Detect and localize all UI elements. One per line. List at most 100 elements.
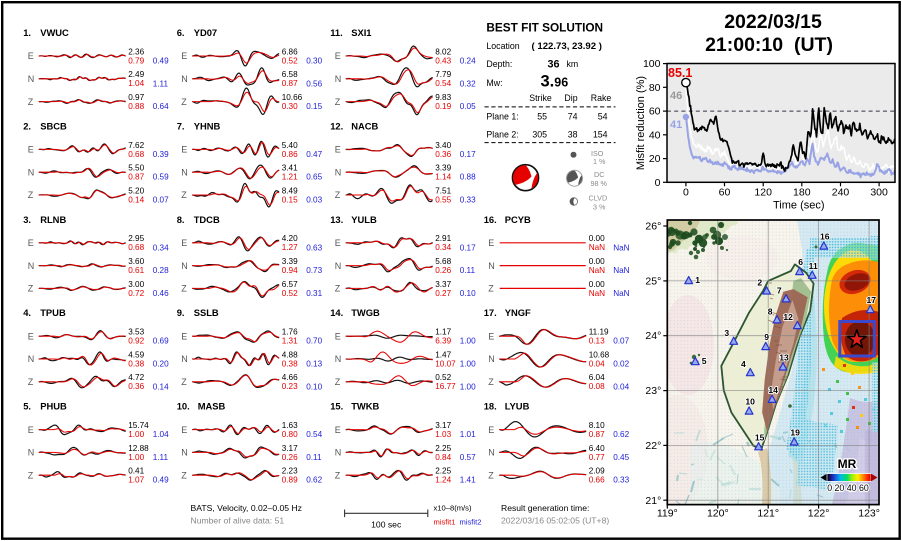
svg-text:0.73: 0.73 (306, 266, 322, 275)
svg-text:1.11: 1.11 (153, 453, 169, 462)
svg-text:98 %: 98 % (591, 179, 608, 188)
svg-text:3: 3 (724, 328, 729, 338)
svg-text:15.: 15. (330, 401, 343, 412)
svg-text:NaN: NaN (589, 289, 605, 298)
svg-text:3.17: 3.17 (435, 421, 451, 430)
svg-text:13: 13 (779, 353, 789, 363)
svg-text:CLVD: CLVD (589, 194, 608, 203)
svg-text:0.19: 0.19 (435, 102, 451, 111)
svg-text:Z: Z (181, 190, 187, 200)
svg-text:0.04: 0.04 (589, 359, 605, 368)
svg-text:8.02: 8.02 (435, 47, 451, 56)
svg-text:20: 20 (649, 153, 661, 165)
svg-text:5.40: 5.40 (282, 141, 298, 150)
svg-text:MASB: MASB (198, 401, 226, 412)
svg-text:0.34: 0.34 (153, 243, 169, 252)
svg-text:3.37: 3.37 (435, 280, 451, 289)
svg-text:Plane 2:: Plane 2: (486, 130, 518, 140)
svg-text:26°: 26° (645, 221, 661, 233)
svg-text:0.80: 0.80 (282, 430, 298, 439)
svg-text:14.: 14. (330, 307, 343, 318)
svg-text:60: 60 (719, 187, 731, 199)
svg-text:5: 5 (702, 356, 707, 366)
svg-text:0.26: 0.26 (435, 266, 451, 275)
svg-text:54: 54 (598, 112, 608, 122)
svg-text:17: 17 (867, 295, 877, 305)
svg-text:25°: 25° (645, 275, 661, 287)
svg-text:Z: Z (181, 377, 187, 387)
svg-text:YHNB: YHNB (194, 120, 221, 131)
svg-text:NACB: NACB (351, 120, 378, 131)
svg-text:21°: 21° (645, 495, 661, 507)
svg-text:3.40: 3.40 (435, 141, 451, 150)
svg-text:10.: 10. (177, 401, 190, 412)
svg-text:5.50: 5.50 (128, 164, 144, 173)
svg-text:0.14: 0.14 (128, 195, 144, 204)
svg-text:2.25: 2.25 (435, 444, 451, 453)
svg-text:12.88: 12.88 (128, 444, 149, 453)
svg-text:120°: 120° (707, 508, 729, 520)
svg-text:9.83: 9.83 (435, 93, 451, 102)
svg-text:0.56: 0.56 (306, 79, 322, 88)
svg-text:0.32: 0.32 (460, 79, 476, 88)
svg-text:85.1: 85.1 (668, 66, 692, 80)
svg-text:0.59: 0.59 (153, 173, 169, 182)
svg-text:N: N (488, 261, 495, 271)
svg-text:121°: 121° (757, 508, 779, 520)
svg-text:E: E (488, 238, 494, 248)
svg-text:100: 100 (643, 58, 661, 70)
svg-text:18.: 18. (484, 401, 497, 412)
svg-text:3 %: 3 % (593, 203, 606, 212)
svg-text:0.54: 0.54 (306, 430, 322, 439)
svg-text:0.15: 0.15 (282, 195, 298, 204)
svg-text:0.63: 0.63 (306, 243, 322, 252)
svg-text:0.15: 0.15 (306, 102, 322, 111)
svg-text:0.47: 0.47 (306, 150, 322, 159)
svg-text:0.24: 0.24 (460, 57, 476, 66)
svg-text:119°: 119° (657, 508, 678, 520)
svg-text:5.68: 5.68 (435, 257, 451, 266)
svg-text:Strike: Strike (529, 93, 552, 103)
svg-text:NaN: NaN (613, 243, 629, 252)
svg-text:0.52: 0.52 (282, 289, 298, 298)
svg-text:RLNB: RLNB (40, 214, 66, 225)
svg-text:1.21: 1.21 (282, 173, 298, 182)
svg-text:3.39: 3.39 (282, 257, 298, 266)
svg-text:0.08: 0.08 (589, 382, 605, 391)
svg-text:0.92: 0.92 (128, 337, 144, 346)
svg-text:1.04: 1.04 (128, 79, 144, 88)
svg-text:Z: Z (488, 284, 494, 294)
svg-text:0.17: 0.17 (460, 243, 476, 252)
svg-text:120: 120 (754, 187, 772, 199)
svg-text:N: N (488, 448, 495, 458)
svg-text:300: 300 (870, 187, 888, 199)
svg-text:0.07: 0.07 (613, 337, 629, 346)
svg-text:1.47: 1.47 (435, 350, 451, 359)
svg-text:0.52: 0.52 (435, 373, 451, 382)
svg-text:10.66: 10.66 (282, 93, 303, 102)
svg-text:N: N (28, 261, 35, 271)
svg-text:0.30: 0.30 (306, 57, 322, 66)
svg-text:36: 36 (547, 59, 559, 71)
svg-text:0.31: 0.31 (306, 289, 322, 298)
svg-text:N: N (181, 167, 188, 177)
svg-text:0.07: 0.07 (153, 196, 169, 205)
svg-text:0.30: 0.30 (282, 102, 298, 111)
svg-text:4: 4 (741, 359, 746, 369)
svg-text:0.03: 0.03 (306, 196, 322, 205)
svg-text:55: 55 (537, 112, 547, 122)
svg-text:1.41: 1.41 (460, 476, 476, 485)
svg-text:6.40: 6.40 (589, 444, 605, 453)
svg-text:13.: 13. (330, 214, 343, 225)
svg-text:0.05: 0.05 (460, 102, 476, 111)
svg-text:8.: 8. (177, 214, 185, 225)
svg-text:1: 1 (695, 275, 700, 285)
svg-text:0.87: 0.87 (282, 79, 298, 88)
svg-text:N: N (335, 167, 342, 177)
svg-text:0.39: 0.39 (153, 150, 169, 159)
svg-text:6.58: 6.58 (282, 70, 298, 79)
svg-text:1.: 1. (23, 27, 31, 38)
svg-text:0.64: 0.64 (153, 102, 169, 111)
svg-text:0.20: 0.20 (153, 360, 169, 369)
svg-text:0.27: 0.27 (435, 289, 451, 298)
